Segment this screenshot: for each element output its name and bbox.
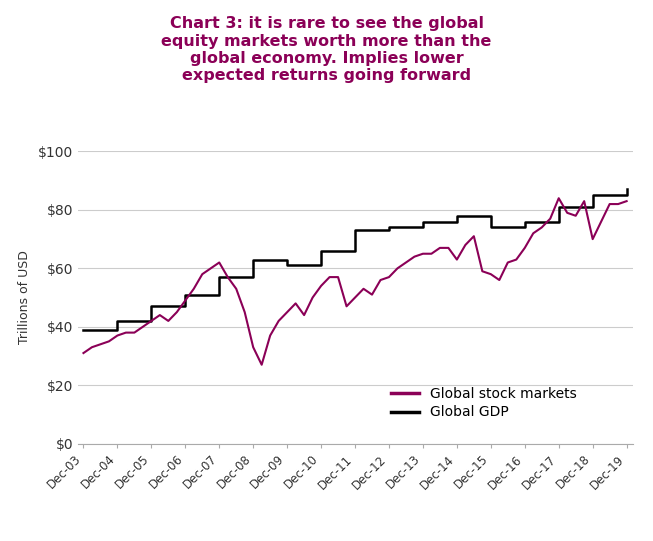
Text: Chart 3: it is rare to see the global
equity markets worth more than the
global : Chart 3: it is rare to see the global eq… [161,16,492,83]
Y-axis label: Trillions of USD: Trillions of USD [18,250,31,345]
Legend: Global stock markets, Global GDP: Global stock markets, Global GDP [385,382,582,425]
